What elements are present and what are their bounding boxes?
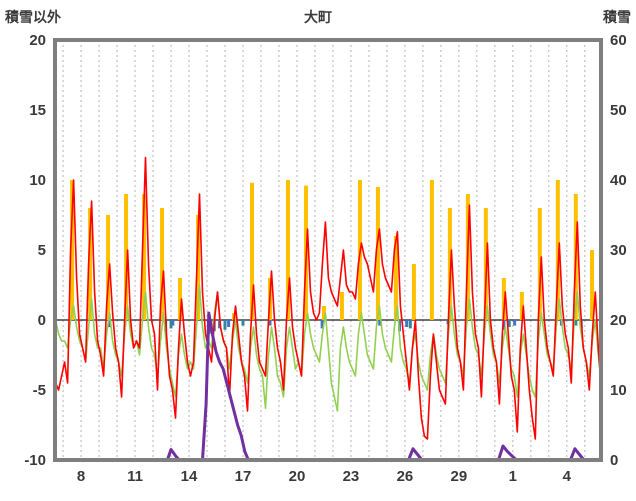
sunshine-bars-bar xyxy=(555,180,560,320)
y-left-tick-label: 20 xyxy=(29,32,46,49)
snowfall-bars-bar xyxy=(241,320,245,326)
sunshine-bars-bar xyxy=(70,180,75,320)
rain-bars-bar xyxy=(513,320,517,326)
y-right-tick-label: 30 xyxy=(610,242,627,259)
sunshine-bars-bar xyxy=(339,292,344,320)
y-right-tick-label: 0 xyxy=(610,452,618,469)
x-tick-label: 4 xyxy=(563,468,572,485)
plot-frame xyxy=(53,38,603,462)
x-tick-label: 20 xyxy=(289,468,306,485)
rain-bars-bar xyxy=(171,320,175,326)
x-tick-label: 17 xyxy=(235,468,252,485)
y-left-tick-label: 0 xyxy=(38,312,46,329)
y-left-axis-title: 積雪以外 xyxy=(4,9,61,25)
y-left-tick-label: -10 xyxy=(24,452,46,469)
x-tick-label: 11 xyxy=(127,468,143,485)
y-left-tick-label: 5 xyxy=(38,242,46,259)
sunshine-bars-bar xyxy=(124,194,129,320)
rain-bars-bar xyxy=(378,320,382,326)
rain-bars-bar xyxy=(405,320,409,327)
sunshine-bars-bar xyxy=(590,250,595,320)
sunshine-bars-bar xyxy=(106,215,111,320)
y-left-tick-label: 15 xyxy=(29,102,46,119)
y-left-tick-label: -5 xyxy=(33,382,46,399)
rain-bars-bar xyxy=(320,320,324,329)
y-right-tick-label: 40 xyxy=(610,172,627,189)
y-right-tick-label: 60 xyxy=(610,32,627,49)
series-layer xyxy=(55,156,601,460)
sunshine-bars-bar xyxy=(88,208,93,320)
sunshine-bars-bar xyxy=(160,208,165,320)
snowfall-bars-bar xyxy=(507,320,511,327)
sunshine-bars-bar xyxy=(519,292,524,320)
sunshine-bars-bar xyxy=(375,187,380,320)
sunshine-bars-bar xyxy=(196,215,201,320)
sunshine-bars-bar xyxy=(178,278,183,320)
x-tick-label: 23 xyxy=(343,468,360,485)
x-tick-label: 1 xyxy=(509,468,517,485)
y-right-axis-title: 積雪 xyxy=(602,9,631,25)
x-tick-label: 8 xyxy=(77,468,85,485)
temperature-red-line xyxy=(55,156,601,440)
y-right-tick-label: 20 xyxy=(610,312,627,329)
snowfall-bars-bar xyxy=(223,320,227,330)
rain-bars-bar xyxy=(502,320,506,330)
x-tick-label: 26 xyxy=(397,468,414,485)
chart-title: 大町 xyxy=(304,9,332,25)
sunshine-bars-bar xyxy=(537,208,542,320)
y-right-tick-label: 10 xyxy=(610,382,627,399)
x-tick-label: 29 xyxy=(451,468,468,485)
rain-bars-bar xyxy=(227,320,231,327)
sunshine-bars-bar xyxy=(411,264,416,320)
y-right-tick-label: 50 xyxy=(610,102,627,119)
gridlines xyxy=(62,40,586,460)
sunshine-bars-bar xyxy=(393,236,398,320)
sunshine-bars-bar xyxy=(429,180,434,320)
sunshine-bars-bar xyxy=(142,194,147,320)
snowfall-bars-bar xyxy=(408,320,412,329)
plot-border xyxy=(53,38,603,462)
snowfall-bars-bar xyxy=(574,320,578,326)
rain-bars-bar xyxy=(108,320,112,327)
sunshine-bars-bar xyxy=(447,208,452,320)
rain-bars-bar xyxy=(268,320,272,326)
sunshine-bars-bar xyxy=(285,180,290,320)
x-tick-label: 14 xyxy=(181,468,198,485)
y-left-tick-label: 10 xyxy=(29,172,46,189)
sunshine-bars-bar xyxy=(321,306,326,320)
sunshine-bars-bar xyxy=(249,182,254,320)
snowfall-bars-bar xyxy=(169,320,173,329)
sunshine-bars-bar xyxy=(501,278,506,320)
